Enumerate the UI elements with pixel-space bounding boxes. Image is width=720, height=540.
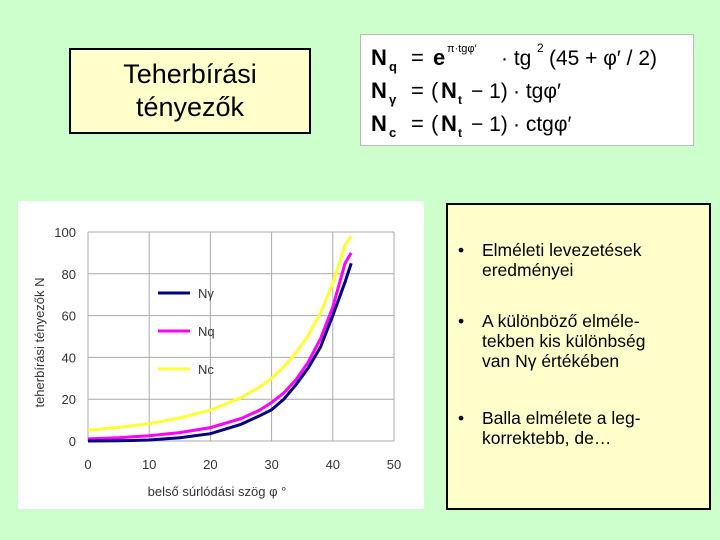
nq-exp: π·tgφ′: [447, 43, 477, 55]
nq-sub: q: [389, 59, 397, 74]
nc-ntsub: t: [458, 126, 462, 140]
slide-title: Teherbírási tényezők: [123, 59, 257, 122]
y-tick-label: 20: [62, 392, 76, 407]
legend-label: Nc: [198, 362, 214, 377]
ngamma-minus: − 1): [471, 80, 508, 103]
y-tick-label: 60: [62, 309, 76, 324]
series-line: [87, 235, 353, 432]
nq-square: 2: [537, 41, 544, 55]
ngamma-nt: N: [441, 78, 457, 103]
bullet-text: A különböző elméle- tekben kis különbség…: [482, 311, 646, 371]
legend-label: Nq: [198, 324, 215, 339]
series-line: [87, 262, 353, 443]
nc-nt: N: [441, 111, 457, 136]
ngamma-open: (: [431, 78, 439, 103]
formula-box: N q = e π·tgφ′ · tg 2 (45 + φ′ / 2) N γ …: [360, 34, 694, 146]
y-tick-label: 40: [62, 350, 76, 365]
x-tick-label: 40: [326, 457, 340, 472]
ngamma-rest: · tgφ′: [513, 80, 561, 103]
x-tick-label: 10: [142, 457, 156, 472]
bullets-box: • Elméleti levezetések eredményei • A kü…: [446, 203, 711, 510]
nc-sub: c: [389, 125, 396, 140]
bullet-dot: •: [458, 408, 465, 428]
formula-svg: N q = e π·tgφ′ · tg 2 (45 + φ′ / 2) N γ …: [371, 41, 657, 140]
formula-nq: N q = e π·tgφ′ · tg 2 (45 + φ′ / 2): [371, 41, 657, 74]
bullet-text: Balla elmélete a leg- korrektebb, de…: [482, 408, 641, 448]
formula-nc: N c = ( N t − 1) · ctgφ′: [371, 111, 571, 140]
nq-eq: =: [411, 45, 424, 70]
line-chart: 0 10 20 30 40 50 0 20 40 60 80 100 belső súrlódási s…: [32, 225, 401, 499]
title-box: Teherbírási tényezők: [69, 48, 311, 134]
ngamma-lhs: N: [371, 78, 387, 103]
x-tick-label: 20: [203, 457, 217, 472]
y-tick-label: 100: [54, 225, 76, 240]
nq-rest: · tg: [501, 47, 531, 70]
bullet-dot: •: [458, 240, 465, 260]
ngamma-ntsub: t: [458, 93, 462, 107]
nc-rest: · ctgφ′: [513, 113, 571, 136]
nq-e: e: [433, 45, 445, 70]
y-axis-label: teherbírási tényezők N: [32, 277, 47, 407]
bullet-dot: •: [458, 311, 465, 331]
y-tick-label: 80: [62, 267, 76, 282]
y-tick-label: 0: [69, 434, 76, 449]
formula-ngamma: N γ = ( N t − 1) · tgφ′: [371, 78, 561, 107]
legend-label: Nγ: [198, 286, 214, 301]
x-tick-label: 0: [84, 457, 91, 472]
nc-minus: − 1): [471, 113, 508, 136]
x-axis-label: belső súrlódási szög φ °: [148, 484, 287, 499]
nc-lhs: N: [371, 111, 387, 136]
nq-paren: (45 + φ′ / 2): [549, 47, 657, 70]
nc-eq: =: [411, 111, 424, 136]
series-line: [87, 252, 353, 441]
x-tick-label: 50: [387, 457, 401, 472]
nq-lhs: N: [371, 45, 387, 70]
ngamma-eq: =: [411, 78, 424, 103]
bullet-text: Elméleti levezetések eredményei: [482, 240, 642, 280]
x-tick-label: 30: [264, 457, 278, 472]
chart-panel: 0 10 20 30 40 50 0 20 40 60 80 100 belső súrlódási s…: [18, 201, 424, 509]
nc-open: (: [431, 111, 439, 136]
ngamma-sub: γ: [389, 92, 397, 107]
